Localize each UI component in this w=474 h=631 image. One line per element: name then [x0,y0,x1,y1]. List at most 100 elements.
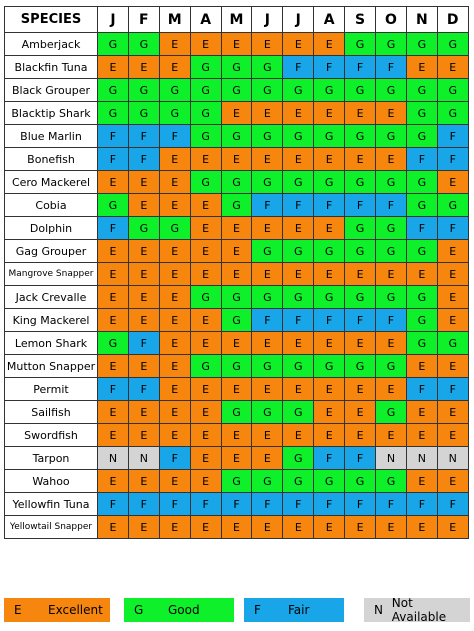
rating-cell: E [189,262,222,286]
rating-cell: G [251,170,284,194]
rating-cell: E [282,101,315,125]
rating-cell: G [282,400,315,424]
rating-cell: F [344,446,377,470]
rating-cell: E [282,331,315,355]
rating-cell: G [344,32,377,56]
rating-cell: E [405,262,438,286]
rating-cell: E [436,423,469,447]
month-header: M [220,6,253,33]
rating-cell: G [189,354,222,378]
species-name: Swordfish [4,423,98,447]
rating-cell: F [97,124,129,148]
rating-cell: E [97,308,129,332]
rating-cell: E [251,147,284,171]
species-name: Jack Crevalle [4,285,98,309]
rating-cell: G [251,55,284,79]
rating-cell: E [158,55,191,79]
rating-cell: E [282,32,315,56]
month-header: D [436,6,469,33]
rating-cell: F [436,216,469,240]
species-name: Mutton Snapper [4,354,98,378]
rating-cell: E [405,515,438,539]
rating-cell: E [97,423,129,447]
rating-cell: G [344,239,377,263]
rating-cell: E [220,423,253,447]
legend-key: G [134,603,144,617]
rating-cell: E [436,55,469,79]
rating-cell: F [405,147,438,171]
rating-cell: G [375,469,407,493]
rating-cell: E [436,308,469,332]
rating-cell: E [313,377,346,401]
rating-cell: E [189,331,222,355]
species-name: Lemon Shark [4,331,98,355]
rating-cell: E [158,147,191,171]
rating-cell: E [375,377,407,401]
rating-cell: E [220,262,253,286]
rating-cell: F [251,193,284,217]
species-row: Bonefish F F E E E E E E E E F F [4,147,469,171]
rating-cell: F [282,55,315,79]
species-row: Black Grouper G G G G G G G G G G G G [4,78,469,102]
rating-cell: E [344,101,377,125]
rating-cell: F [282,193,315,217]
species-row: Lemon Shark G F E E E E E E E E G G [4,331,469,355]
rating-cell: E [405,423,438,447]
rating-cell: E [282,147,315,171]
rating-cell: E [189,32,222,56]
species-name: Cero Mackerel [4,170,98,194]
rating-cell: F [436,147,469,171]
rating-cell: E [282,262,315,286]
rating-cell: F [158,124,191,148]
rating-cell: G [405,78,438,102]
rating-cell: G [375,124,407,148]
species-name: Black Grouper [4,78,98,102]
rating-cell: G [375,78,407,102]
rating-cell: F [313,492,346,516]
rating-cell: G [436,331,469,355]
rating-cell: N [405,446,438,470]
rating-cell: F [127,124,160,148]
rating-cell: G [189,170,222,194]
rating-cell: G [405,331,438,355]
rating-cell: E [189,423,222,447]
rating-cell: E [436,262,469,286]
rating-cell: E [220,147,253,171]
rating-cell: G [158,101,191,125]
rating-cell: E [97,515,129,539]
month-header: S [344,6,377,33]
month-header: A [189,6,222,33]
legend-label: Fair [288,603,310,617]
rating-cell: F [344,308,377,332]
rating-cell: N [436,446,469,470]
rating-cell: E [282,515,315,539]
rating-cell: E [313,216,346,240]
rating-cell: E [220,331,253,355]
rating-cell: E [313,400,346,424]
rating-cell: E [282,423,315,447]
rating-cell: E [220,446,253,470]
rating-cell: G [375,354,407,378]
rating-cell: F [127,147,160,171]
rating-cell: F [405,492,438,516]
rating-cell: G [220,400,253,424]
rating-cell: E [158,515,191,539]
rating-cell: E [97,170,129,194]
rating-cell: F [313,308,346,332]
rating-cell: E [251,101,284,125]
legend: E Excellent G Good F Fair N Not Available [4,596,470,624]
rating-cell: G [127,78,160,102]
species-row: Blue Marlin F F F G G G G G G G G F [4,124,469,148]
rating-cell: E [158,331,191,355]
species-row: Jack Crevalle E E E G G G G G G G G E [4,285,469,309]
rating-cell: G [251,400,284,424]
rating-cell: E [189,193,222,217]
rating-cell: F [251,308,284,332]
month-header: J [282,6,315,33]
rating-cell: E [127,308,160,332]
rating-cell: F [127,331,160,355]
rating-cell: E [220,216,253,240]
species-name: Blacktip Shark [4,101,98,125]
rating-cell: E [97,400,129,424]
